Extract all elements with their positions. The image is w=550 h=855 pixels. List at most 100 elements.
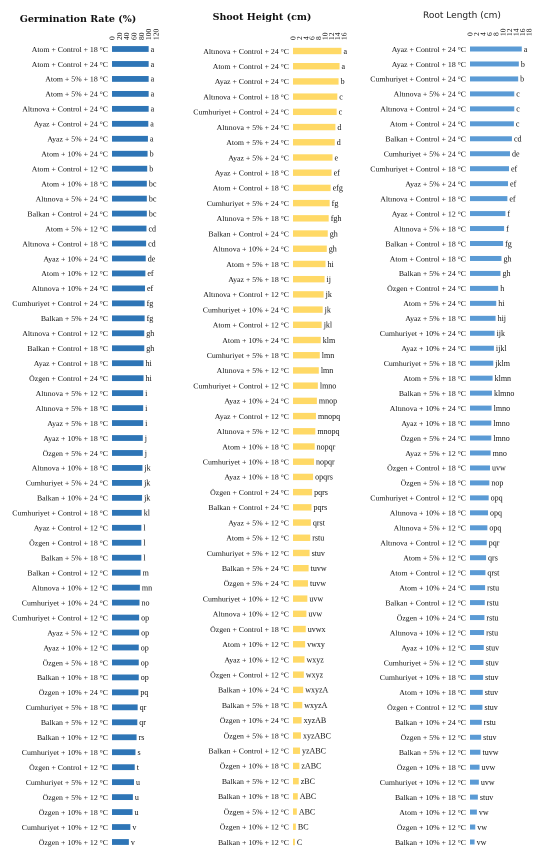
germination-bar [112,450,143,456]
germination-category-label: Atom + Control + 12 °C [32,164,108,173]
shoot-bar [293,519,311,526]
root-category-label: Balkan + 10% + 12 °C [395,838,466,847]
germination-significance-letter: v [131,838,135,847]
germination-category-label: Cumhuriyet + 10% + 18 °C [22,748,108,757]
shoot-significance-letter: fg [332,199,339,208]
germination-bar [112,315,145,322]
shoot-category-label: Cumhuriyet + 10% + 18 °C [203,458,289,467]
shoot-bar [293,230,328,237]
germination-significance-letter: op [141,613,149,622]
root-significance-letter: qrs [488,554,498,563]
root-significance-letter: b [520,75,524,84]
root-significance-letter: vw [477,838,487,847]
shoot-bar [293,701,303,709]
shoot-significance-letter: mnop [319,397,337,406]
germination-bar [112,839,129,845]
root-significance-letter: c [516,120,520,129]
root-category-label: Balkan + 5% + 12 °C [399,748,466,757]
germination-category-label: Ayaz + 5% + 12 °C [47,628,108,637]
root-bar [470,46,522,52]
germination-significance-letter: bc [149,194,157,203]
root-tick-label: 2 [472,32,481,36]
germination-category-label: Özgen + Control + 18 °C [29,539,108,548]
germination-category-label: Balkan + Control + 12 °C [27,568,108,577]
germination-category-label: Özgen + 5% + 12 °C [43,793,108,802]
germination-significance-letter: de [148,254,156,263]
root-category-label: Özgen + Control + 12 °C [387,703,466,712]
shoot-bar [293,534,311,541]
germination-category-label: Balkan + 5% + 12 °C [41,718,108,727]
root-category-label: Ayaz + Control + 24 °C [392,45,466,54]
shoot-bar [293,823,296,830]
shoot-category-label: Balkan + Control + 12 °C [208,747,289,756]
shoot-significance-letter: yzABC [302,747,326,756]
root-category-label: Ayaz + 5% + 12 °C [405,449,466,458]
root-bar [470,375,493,381]
germination-bar [112,135,148,142]
germination-tick-label: 100 [144,29,153,41]
germination-category-label: Balkan + 5% + 24 °C [41,314,108,323]
germination-category-label: Altınova + 10% + 18 °C [32,464,108,473]
shoot-category-label: Balkan + 10% + 24 °C [218,686,289,695]
root-bar [470,300,497,306]
germination-bar [112,255,146,262]
root-category-label: Altınova + 5% + 12 °C [394,524,466,533]
shoot-category-label: Ayaz + 5% + 12 °C [228,518,289,527]
germination-bar [112,480,143,486]
germination-category-label: Atom + 5% + 12 °C [45,224,108,233]
germination-significance-letter: kl [144,509,151,518]
germination-significance-letter: qr [139,718,146,727]
root-bar [470,435,492,441]
root-bar [470,181,509,187]
germination-category-label: Atom + Control + 24 °C [32,60,108,69]
germination-bar [112,150,148,157]
shoot-bar [293,473,314,481]
shoot-bar [293,504,312,511]
shoot-bar [293,808,297,815]
root-significance-letter: vw [477,823,487,832]
shoot-significance-letter: ij [327,275,331,284]
germination-bar [112,659,139,666]
root-significance-letter: stuv [485,673,498,682]
root-significance-letter: lmno [493,434,509,443]
shoot-bar [293,154,333,161]
germination-category-label: Cumhuriyet + 10% + 24 °C [22,598,108,607]
germination-significance-letter: op [141,643,149,652]
root-category-label: Balkan + 5% + 24 °C [399,269,466,278]
root-bar [470,76,519,82]
germination-category-label: Özgen + 10% + 24 °C [39,688,108,697]
germination-category-label: Altınova + 5% + 18 °C [36,404,108,413]
root-tick-label: 0 [466,32,475,36]
shoot-category-label: Ayaz + Control + 12 °C [215,412,289,421]
root-bar [470,600,485,606]
shoot-bar [293,443,315,450]
root-bar [470,226,505,232]
shoot-significance-letter: a [343,47,347,56]
shoot-bar [293,595,308,602]
root-tick-label: 14 [511,28,520,36]
germination-significance-letter: m [143,568,150,577]
germination-significance-letter: a [150,135,154,144]
root-category-label: Altınova + Control + 24 °C [380,105,466,114]
germination-significance-letter: fg [147,299,154,308]
root-significance-letter: mno [493,449,507,458]
germination-category-label: Özgen + 10% + 18 °C [39,808,108,817]
shoot-significance-letter: d [337,123,341,132]
root-bar [470,510,489,516]
root-category-label: Ayaz + 10% + 24 °C [401,344,466,353]
root-category-label: Atom + Control + 18 °C [390,254,466,263]
germination-category-label: Atom + 10% + 24 °C [41,150,108,159]
shoot-significance-letter: vwxy [307,640,325,649]
germination-category-label: Cumhuriyet + 10% + 12 °C [22,823,108,832]
root-significance-letter: rstu [486,613,498,622]
root-significance-letter: f [507,209,510,218]
shoot-category-label: Ayaz + Control + 24 °C [215,77,289,86]
germination-bar [112,509,142,516]
germination-category-label: Balkan + 10% + 12 °C [37,733,108,742]
germination-significance-letter: bc [149,179,157,188]
shoot-category-label: Atom + Control + 12 °C [213,321,289,330]
germination-bar [112,435,143,441]
root-category-label: Atom + Control + 24 °C [390,120,466,129]
germination-category-label: Ayaz + Control + 12 °C [34,524,108,533]
germination-significance-letter: ef [147,284,154,293]
